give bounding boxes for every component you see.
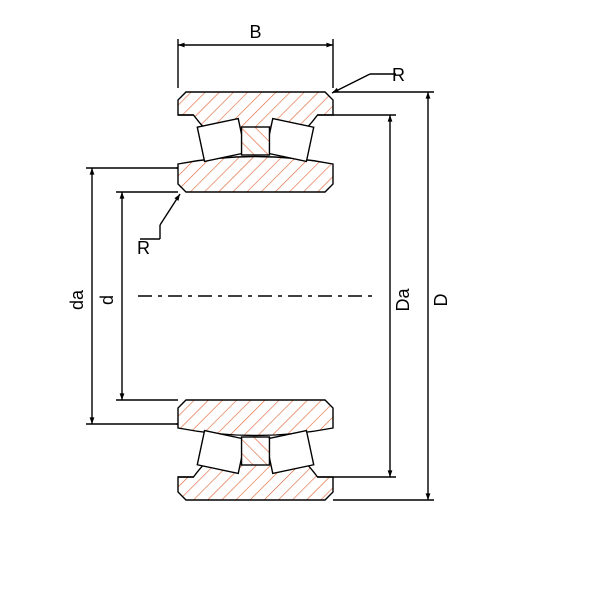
label-da: da [67, 289, 87, 310]
bearing-diagram: B R Rdda Da D [0, 0, 600, 600]
label-d: d [97, 295, 117, 305]
label-B: B [249, 22, 261, 42]
label-R-top: R [392, 65, 405, 85]
label-D: D [431, 294, 451, 307]
label-Da: Da [393, 288, 413, 312]
label-R-mid: R [137, 238, 150, 258]
